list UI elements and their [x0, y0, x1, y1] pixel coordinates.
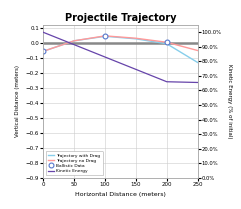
Kinetic Energy — [134, 68, 137, 71]
Trajectory no Drag — [104, 35, 107, 37]
Kinetic Energy — [73, 43, 76, 46]
Trajectory with Drag — [196, 61, 199, 64]
Line: Trajectory no Drag: Trajectory no Drag — [43, 36, 198, 51]
Trajectory no Drag — [42, 50, 45, 52]
Kinetic Energy — [196, 81, 199, 84]
Y-axis label: Kinetic Energy (% of initial): Kinetic Energy (% of initial) — [227, 64, 232, 139]
Trajectory with Drag — [165, 42, 168, 45]
Legend: Trajectory with Drag, Trajectory no Drag, Ballistic Data, Kinetic Energy: Trajectory with Drag, Trajectory no Drag… — [46, 151, 103, 175]
Trajectory with Drag — [134, 38, 137, 40]
Trajectory with Drag — [73, 40, 76, 42]
Trajectory no Drag — [196, 49, 199, 52]
X-axis label: Horizontal Distance (meters): Horizontal Distance (meters) — [75, 192, 166, 197]
Trajectory with Drag — [42, 50, 45, 52]
Y-axis label: Vertical Distance (meters): Vertical Distance (meters) — [15, 65, 20, 137]
Kinetic Energy — [104, 56, 107, 58]
Line: Ballistic Data: Ballistic Data — [41, 33, 169, 54]
Trajectory no Drag — [73, 40, 76, 42]
Ballistic Data — [165, 41, 168, 43]
Trajectory no Drag — [165, 41, 168, 43]
Trajectory with Drag — [104, 35, 107, 38]
Ballistic Data — [104, 35, 107, 37]
Ballistic Data — [42, 50, 45, 52]
Line: Trajectory with Drag: Trajectory with Drag — [43, 36, 198, 62]
Kinetic Energy — [42, 31, 45, 34]
Kinetic Energy — [165, 80, 168, 83]
Line: Kinetic Energy: Kinetic Energy — [43, 32, 198, 83]
Trajectory no Drag — [134, 37, 137, 40]
Title: Projectile Trajectory: Projectile Trajectory — [65, 13, 176, 23]
